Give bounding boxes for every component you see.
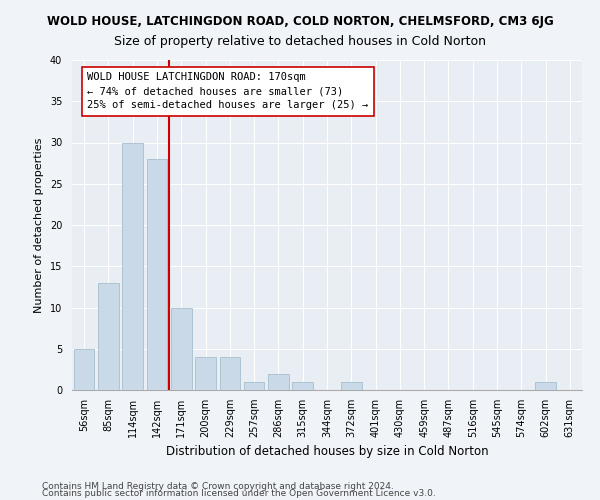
Text: Contains public sector information licensed under the Open Government Licence v3: Contains public sector information licen… (42, 490, 436, 498)
Bar (195, 357, 216, 390)
Bar (146, 159, 167, 390)
Bar (535, 382, 556, 390)
Bar (74, 349, 94, 390)
Bar (220, 357, 240, 390)
Text: Contains HM Land Registry data © Crown copyright and database right 2024.: Contains HM Land Registry data © Crown c… (42, 482, 394, 491)
Text: WOLD HOUSE, LATCHINGDON ROAD, COLD NORTON, CHELMSFORD, CM3 6JG: WOLD HOUSE, LATCHINGDON ROAD, COLD NORTO… (47, 15, 553, 28)
Bar (268, 374, 289, 390)
Y-axis label: Number of detached properties: Number of detached properties (34, 138, 44, 312)
Text: Size of property relative to detached houses in Cold Norton: Size of property relative to detached ho… (114, 35, 486, 48)
Bar (292, 382, 313, 390)
Bar (122, 142, 143, 390)
Bar (171, 308, 191, 390)
X-axis label: Distribution of detached houses by size in Cold Norton: Distribution of detached houses by size … (166, 446, 488, 458)
Bar (341, 382, 362, 390)
Bar (98, 283, 119, 390)
Bar (244, 382, 265, 390)
Text: WOLD HOUSE LATCHINGDON ROAD: 170sqm
← 74% of detached houses are smaller (73)
25: WOLD HOUSE LATCHINGDON ROAD: 170sqm ← 74… (87, 72, 368, 110)
